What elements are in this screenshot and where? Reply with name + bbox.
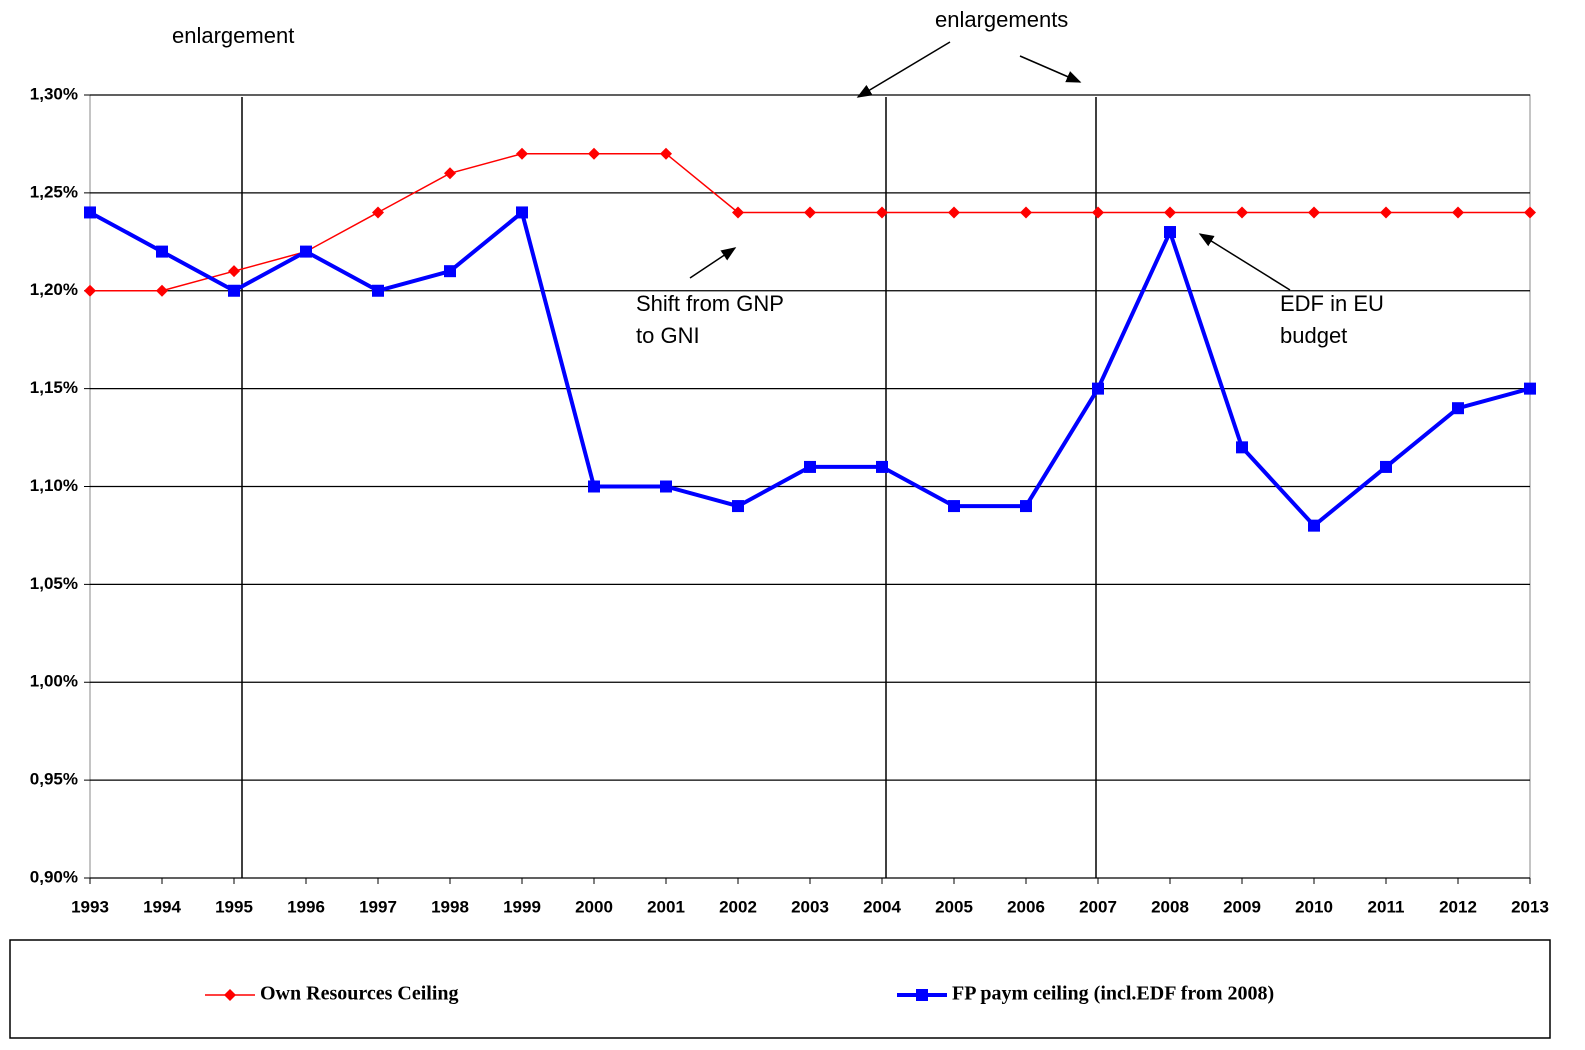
x-tick-label: 2007 — [1079, 897, 1117, 916]
arrow — [1198, 233, 1291, 291]
data-point — [1308, 206, 1320, 219]
data-point — [300, 245, 312, 258]
x-tick-label: 2012 — [1439, 897, 1477, 916]
x-tick-label: 2008 — [1151, 897, 1189, 916]
data-point — [156, 284, 168, 297]
arrow — [1019, 55, 1082, 83]
y-tick-label: 1,30% — [30, 84, 78, 103]
data-point — [1308, 519, 1320, 532]
data-point — [1236, 441, 1248, 454]
annotation: enlargement — [172, 23, 295, 48]
data-point — [1452, 206, 1464, 219]
y-tick-label: 1,20% — [30, 280, 78, 299]
series-line — [89, 208, 1531, 529]
data-point — [1020, 206, 1032, 219]
legend-label: Own Resources Ceiling — [260, 983, 459, 1005]
data-point — [84, 206, 96, 219]
y-tick-label: 0,90% — [30, 867, 78, 886]
y-tick-label: 1,25% — [30, 182, 78, 201]
annotation: enlargements — [935, 7, 1069, 32]
data-point — [228, 284, 240, 297]
x-tick-label: 2006 — [1007, 897, 1045, 916]
x-tick-label: 2003 — [791, 897, 829, 916]
y-tick-label: 1,05% — [30, 574, 78, 593]
data-point — [444, 265, 456, 278]
x-tick-label: 2001 — [647, 897, 685, 916]
data-point — [876, 206, 888, 219]
x-tick-label: 2013 — [1511, 897, 1549, 916]
data-point — [156, 245, 168, 258]
data-point — [444, 167, 456, 180]
y-tick-label: 1,15% — [30, 378, 78, 397]
x-tick-label: 1999 — [503, 897, 541, 916]
data-point — [1164, 226, 1176, 239]
data-point — [660, 480, 672, 493]
data-point — [516, 206, 528, 219]
data-point — [1092, 206, 1104, 219]
arrow — [689, 247, 737, 279]
x-tick-label: 2010 — [1295, 897, 1333, 916]
x-tick-label: 1993 — [71, 897, 109, 916]
x-tick-label: 1996 — [287, 897, 325, 916]
data-point — [948, 206, 960, 219]
legend-marker — [916, 989, 928, 1001]
x-tick-label: 2002 — [719, 897, 757, 916]
data-point — [1092, 382, 1104, 395]
x-tick-label: 2005 — [935, 897, 973, 916]
x-tick-label: 1998 — [431, 897, 469, 916]
data-point — [1236, 206, 1248, 219]
data-point — [228, 265, 240, 278]
data-point — [1452, 402, 1464, 415]
y-tick-label: 1,10% — [30, 476, 78, 495]
annotation: Shift from GNP to GNI — [636, 291, 784, 348]
data-point — [1380, 460, 1392, 473]
data-point — [732, 206, 744, 219]
y-tick-label: 0,95% — [30, 770, 78, 789]
data-point — [732, 500, 744, 513]
y-tick-label: 1,00% — [30, 672, 78, 691]
legend-label: FP paym ceiling (incl.EDF from 2008) — [952, 983, 1274, 1005]
data-point — [804, 206, 816, 219]
data-point — [372, 284, 384, 297]
x-tick-label: 2011 — [1368, 897, 1405, 916]
data-point — [1380, 206, 1392, 219]
x-tick-label: 1994 — [143, 897, 181, 916]
data-point — [588, 480, 600, 493]
series-line — [90, 152, 1530, 292]
x-tick-label: 1995 — [215, 897, 253, 916]
data-point — [516, 147, 528, 160]
data-point — [1524, 206, 1536, 219]
arrow — [856, 41, 951, 98]
x-tick-label: 2009 — [1223, 897, 1261, 916]
data-point — [588, 147, 600, 160]
data-point — [948, 500, 960, 513]
data-point — [804, 460, 816, 473]
x-tick-label: 2000 — [575, 897, 613, 916]
x-tick-label: 1997 — [359, 897, 397, 916]
data-point — [876, 460, 888, 473]
data-point — [1020, 500, 1032, 513]
legend-box — [9, 939, 1551, 1039]
data-point — [1164, 206, 1176, 219]
data-point — [1524, 382, 1536, 395]
legend-marker — [224, 989, 236, 1001]
data-point — [84, 284, 96, 297]
annotation: EDF in EU budget — [1280, 291, 1384, 348]
x-tick-label: 2004 — [863, 897, 901, 916]
data-point — [660, 147, 672, 160]
data-point — [372, 206, 384, 219]
